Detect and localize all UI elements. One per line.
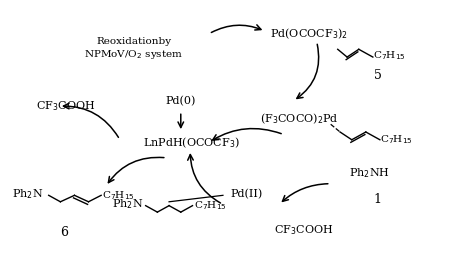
Text: Ph$_2$NH: Ph$_2$NH <box>349 166 390 180</box>
Text: C$_7$H$_{15}$: C$_7$H$_{15}$ <box>194 199 227 212</box>
Text: C$_7$H$_{15}$: C$_7$H$_{15}$ <box>373 49 406 62</box>
Text: Ph$_2$N: Ph$_2$N <box>112 197 143 211</box>
Text: CF$_3$COOH: CF$_3$COOH <box>36 99 95 113</box>
Text: 5: 5 <box>374 69 382 82</box>
Text: Pd(OCOCF$_3$)$_2$: Pd(OCOCF$_3$)$_2$ <box>270 26 347 41</box>
Text: Pd(0): Pd(0) <box>165 96 196 106</box>
Text: CF$_3$COOH: CF$_3$COOH <box>274 223 334 237</box>
Text: Ph$_2$N: Ph$_2$N <box>12 187 44 201</box>
Text: Pd(II): Pd(II) <box>230 189 263 199</box>
Text: C$_7$H$_{15}$: C$_7$H$_{15}$ <box>380 133 412 146</box>
Text: (F$_3$COCO)$_2$Pd: (F$_3$COCO)$_2$Pd <box>260 112 339 126</box>
Text: 6: 6 <box>60 226 68 239</box>
Text: Reoxidationby
NPMoV/O$_2$ system: Reoxidationby NPMoV/O$_2$ system <box>84 37 183 61</box>
Text: C$_7$H$_{15}$: C$_7$H$_{15}$ <box>102 189 135 202</box>
Text: LnPdH(OCOCF$_3$): LnPdH(OCOCF$_3$) <box>143 135 240 150</box>
Text: 1: 1 <box>374 193 382 206</box>
